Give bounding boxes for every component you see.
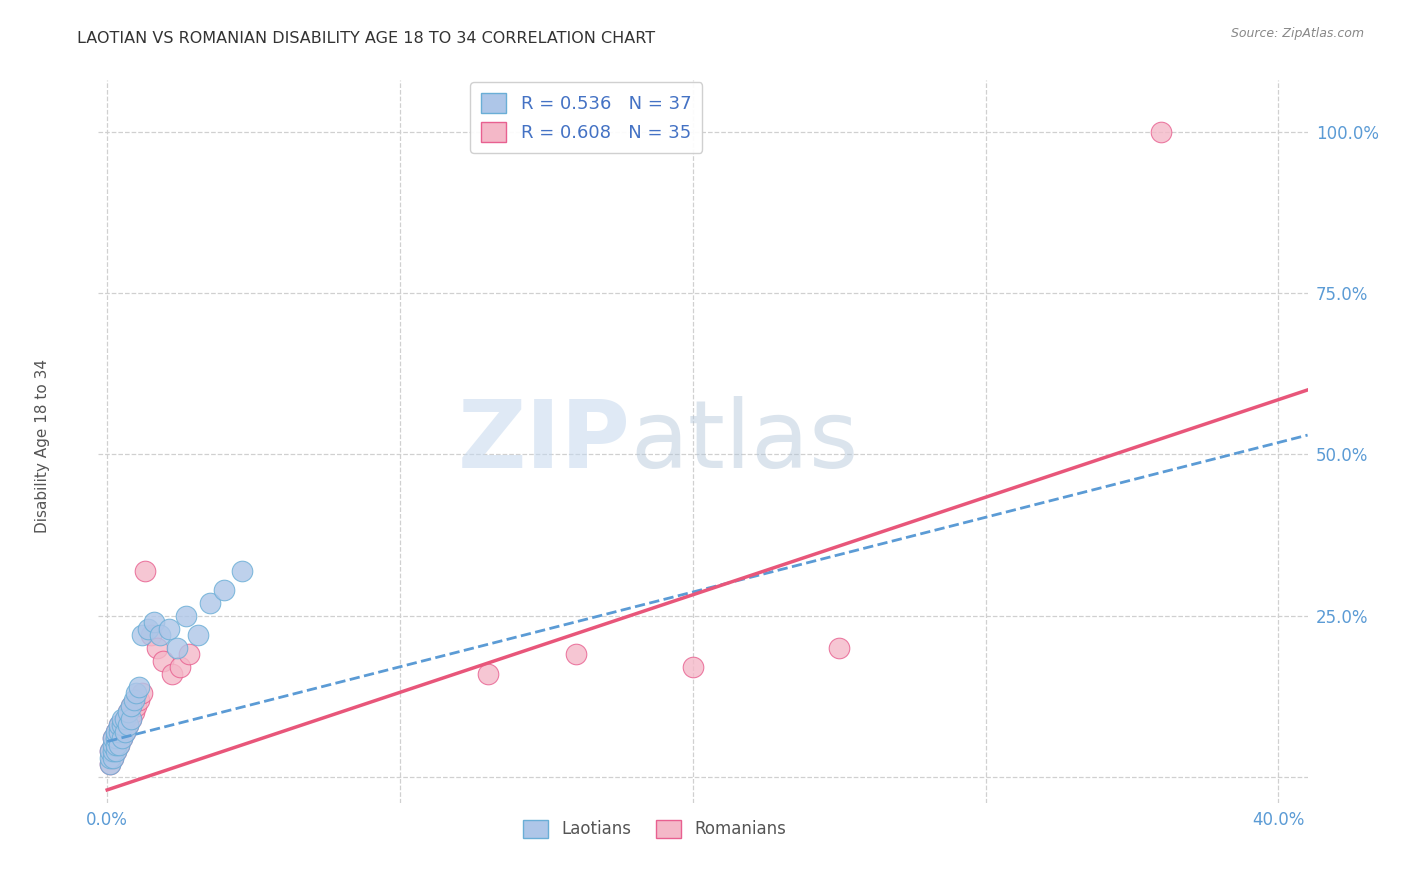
Point bbox=[122, 692, 145, 706]
Point bbox=[128, 692, 150, 706]
Point bbox=[131, 686, 153, 700]
Point bbox=[120, 699, 142, 714]
Point bbox=[214, 582, 236, 597]
Point bbox=[120, 712, 142, 726]
Text: atlas: atlas bbox=[630, 395, 859, 488]
Point bbox=[108, 718, 131, 732]
Point bbox=[114, 724, 136, 739]
Point bbox=[101, 738, 124, 752]
Point bbox=[111, 731, 134, 746]
Text: Source: ZipAtlas.com: Source: ZipAtlas.com bbox=[1230, 27, 1364, 40]
Point bbox=[111, 712, 134, 726]
Point bbox=[111, 718, 134, 732]
Point bbox=[166, 640, 188, 655]
Point bbox=[101, 738, 124, 752]
Point bbox=[117, 706, 139, 720]
Point bbox=[152, 654, 174, 668]
Point bbox=[114, 712, 136, 726]
Point bbox=[101, 750, 124, 764]
Point bbox=[104, 744, 127, 758]
Point bbox=[114, 712, 136, 726]
Point bbox=[98, 744, 121, 758]
Point bbox=[198, 596, 221, 610]
Point bbox=[682, 660, 704, 674]
Point bbox=[108, 718, 131, 732]
Legend: Laotians, Romanians: Laotians, Romanians bbox=[516, 813, 793, 845]
Point bbox=[146, 640, 169, 655]
Point bbox=[157, 622, 180, 636]
Point bbox=[108, 738, 131, 752]
Point bbox=[477, 666, 499, 681]
Point bbox=[169, 660, 191, 674]
Point bbox=[231, 564, 253, 578]
Point bbox=[104, 738, 127, 752]
Point bbox=[187, 628, 209, 642]
Point bbox=[125, 699, 148, 714]
Point bbox=[101, 750, 124, 764]
Point bbox=[122, 706, 145, 720]
Point bbox=[143, 615, 166, 630]
Point bbox=[111, 718, 134, 732]
Point bbox=[101, 731, 124, 746]
Point bbox=[101, 744, 124, 758]
Point bbox=[108, 738, 131, 752]
Text: ZIP: ZIP bbox=[457, 395, 630, 488]
Text: LAOTIAN VS ROMANIAN DISABILITY AGE 18 TO 34 CORRELATION CHART: LAOTIAN VS ROMANIAN DISABILITY AGE 18 TO… bbox=[77, 31, 655, 46]
Point bbox=[1150, 125, 1173, 139]
Point bbox=[104, 744, 127, 758]
Point bbox=[131, 628, 153, 642]
Point bbox=[104, 738, 127, 752]
Point bbox=[117, 718, 139, 732]
Point bbox=[136, 622, 159, 636]
Point bbox=[125, 686, 148, 700]
Point bbox=[98, 750, 121, 764]
Point bbox=[104, 724, 127, 739]
Point bbox=[120, 699, 142, 714]
Point bbox=[149, 628, 172, 642]
Point bbox=[139, 628, 162, 642]
Point bbox=[117, 718, 139, 732]
Point bbox=[564, 648, 586, 662]
Point bbox=[179, 648, 201, 662]
Point bbox=[111, 731, 134, 746]
Point bbox=[98, 744, 121, 758]
Point bbox=[117, 706, 139, 720]
Point bbox=[101, 731, 124, 746]
Point bbox=[128, 680, 150, 694]
Point bbox=[104, 724, 127, 739]
Point bbox=[134, 564, 156, 578]
Point bbox=[98, 757, 121, 772]
Point bbox=[108, 724, 131, 739]
Point bbox=[120, 712, 142, 726]
Point bbox=[160, 666, 183, 681]
Point bbox=[98, 757, 121, 772]
Point bbox=[828, 640, 851, 655]
Text: Disability Age 18 to 34: Disability Age 18 to 34 bbox=[35, 359, 49, 533]
Point bbox=[114, 724, 136, 739]
Point bbox=[108, 731, 131, 746]
Point bbox=[104, 731, 127, 746]
Point bbox=[174, 608, 197, 623]
